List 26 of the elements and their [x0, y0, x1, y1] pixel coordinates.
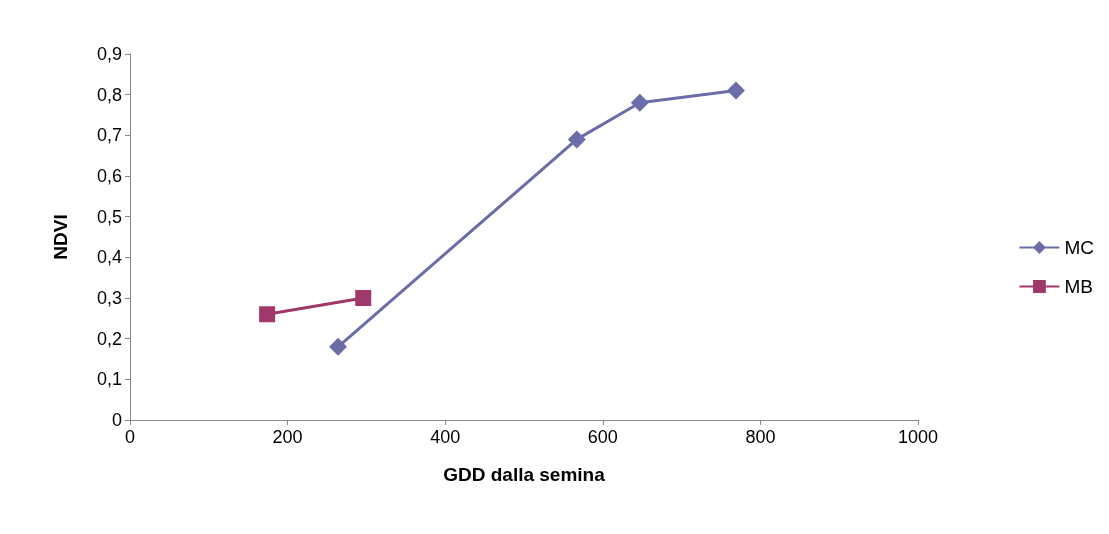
y-tick-label: 0,9 [96, 44, 122, 64]
legend-label: MB [1064, 276, 1093, 297]
y-tick-label: 0,1 [96, 369, 122, 390]
x-tick-label: 600 [587, 427, 618, 447]
point [726, 81, 745, 100]
x-tick-label: 800 [745, 427, 776, 447]
point [355, 290, 372, 306]
y-axis-title: NDVI [50, 214, 71, 260]
y-tick-label: 0,3 [96, 288, 122, 308]
y-tick-label: 0,7 [96, 125, 122, 146]
y-tick-label: 0,5 [96, 206, 122, 227]
point [329, 337, 348, 356]
x-tick-label: 1000 [897, 427, 939, 447]
x-tick-label: 200 [272, 427, 303, 447]
x-tick-label: 400 [430, 427, 461, 447]
x-axis-title: GDD dalla semina [443, 464, 606, 485]
point [630, 93, 649, 112]
legend-label: MC [1064, 237, 1095, 258]
y-tick-label: 0 [111, 410, 122, 430]
y-tick-label: 0,6 [96, 166, 122, 186]
x-tick-label: 0 [124, 427, 136, 447]
y-tick-label: 0,8 [96, 84, 122, 105]
point [567, 130, 586, 149]
point [259, 306, 276, 323]
y-tick-label: 0,2 [96, 328, 122, 349]
y-tick-label: 0,4 [96, 247, 122, 268]
